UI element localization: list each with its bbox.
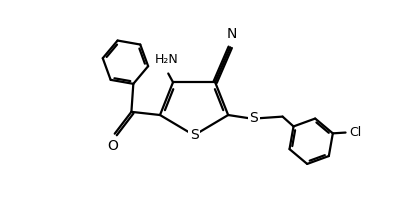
Text: N: N: [227, 27, 237, 41]
Text: H₂N: H₂N: [154, 53, 178, 66]
Text: O: O: [107, 139, 118, 153]
Text: S: S: [190, 128, 199, 142]
Text: Cl: Cl: [349, 126, 362, 139]
Text: S: S: [250, 111, 258, 125]
